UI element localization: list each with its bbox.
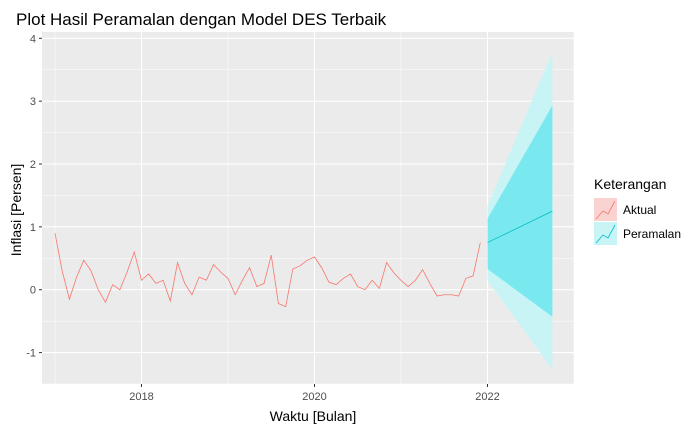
y-tick-label: -1 [26,348,36,360]
y-tick-label: 1 [30,222,36,234]
series-line-aktual [54,233,481,308]
y-axis-title: Inflasi [Persen] [8,164,24,257]
grid-major [42,32,574,384]
legend: Keterangan Aktual Peramalan [594,176,681,245]
legend-label-peramalan: Peramalan [623,227,681,241]
y-axis: -1 0 1 2 3 4 [26,33,42,360]
plot-panel [42,32,574,384]
legend-item-peramalan: Peramalan [594,222,681,245]
legend-key-aktual-line [595,200,616,220]
legend-label-aktual: Aktual [623,203,656,217]
y-tick-label: 3 [30,96,36,108]
x-tick-label: 2020 [302,391,326,403]
y-tick-label: 0 [30,285,36,297]
x-tick-label: 2018 [129,391,153,403]
forecast-band-80 [487,105,553,317]
series-line-peramalan [487,210,553,243]
legend-key-peramalan-line [595,224,616,244]
y-tick-label: 2 [30,159,36,171]
x-axis-title: Waktu [Bulan] [270,408,357,424]
chart-title: Plot Hasil Peramalan dengan Model DES Te… [16,10,387,29]
series-lines [54,210,553,308]
x-tick-label: 2022 [475,391,499,403]
legend-title: Keterangan [594,176,666,192]
plot-area [42,32,575,385]
forecast-bands [487,52,553,370]
legend-item-aktual: Aktual [594,198,656,221]
x-axis: 2018 2020 2022 [129,384,500,403]
y-tick-label: 4 [30,33,36,45]
grid-minor [42,32,575,385]
